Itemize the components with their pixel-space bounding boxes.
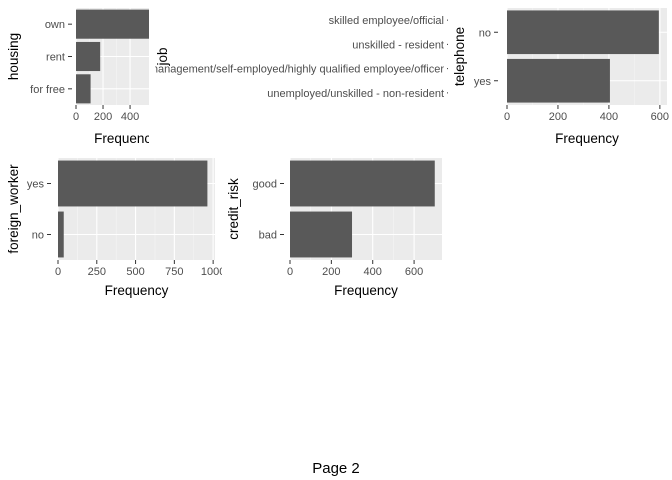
credit-risk-x-axis-title: Frequency bbox=[334, 283, 398, 298]
foreign-worker-x-tick-label: 250 bbox=[88, 266, 106, 278]
housing-bar-for-free bbox=[76, 74, 91, 104]
telephone-bar-yes bbox=[507, 58, 610, 103]
credit-risk-bar-bad bbox=[290, 211, 353, 258]
telephone-y-axis-title: telephone bbox=[452, 27, 467, 86]
telephone-x-tick-label: 600 bbox=[651, 111, 669, 123]
foreign-worker-x-tick-label: 500 bbox=[126, 266, 144, 278]
telephone-x-tick-label: 200 bbox=[549, 111, 567, 123]
credit-risk-chart-svg: good bad 0 200 400 600 Frequency credit_risk bbox=[226, 158, 442, 298]
chart-credit-risk: good bad 0 200 400 600 Frequency credit_risk bbox=[226, 150, 448, 302]
housing-y-tick-label: rent bbox=[46, 52, 65, 64]
housing-x-tick-label: 400 bbox=[121, 111, 139, 123]
job-y-tick-label: unskilled - resident bbox=[352, 39, 444, 51]
foreign-worker-x-tick-label: 1000 bbox=[201, 266, 222, 278]
housing-y-tick-label: own bbox=[45, 19, 65, 31]
foreign-worker-x-tick-label: 750 bbox=[165, 266, 183, 278]
credit-risk-x-tick-label: 0 bbox=[287, 266, 293, 278]
job-y-axis-title: job bbox=[155, 47, 170, 66]
telephone-y-tick-label: yes bbox=[474, 76, 492, 88]
housing-x-tick-label: 0 bbox=[73, 111, 79, 123]
foreign-worker-y-tick-label: no bbox=[32, 230, 44, 242]
foreign-worker-y-axis-title: foreign_worker bbox=[6, 164, 21, 254]
housing-x-tick-label: 200 bbox=[94, 111, 112, 123]
housing-y-axis-title: housing bbox=[6, 33, 21, 80]
chart-telephone: no yes 0 200 400 600 Frequency telephone bbox=[452, 0, 672, 150]
credit-risk-y-axis-title: credit_risk bbox=[226, 178, 241, 240]
credit-risk-y-tick-label: bad bbox=[259, 230, 277, 242]
job-chart-svg: skilled employee/official unskilled - res… bbox=[155, 15, 448, 100]
job-y-tick-label: management/self-employed/highly qualifie… bbox=[155, 64, 444, 76]
telephone-x-tick-label: 0 bbox=[504, 111, 510, 123]
credit-risk-x-tick-label: 200 bbox=[322, 266, 340, 278]
telephone-x-tick-label: 400 bbox=[600, 111, 618, 123]
housing-bar-rent bbox=[76, 41, 101, 72]
housing-y-tick-label: for free bbox=[30, 84, 65, 96]
foreign-worker-x-axis-title: Frequency bbox=[105, 283, 169, 298]
credit-risk-x-tick-label: 400 bbox=[364, 266, 382, 278]
telephone-bar-no bbox=[507, 10, 659, 55]
housing-x-axis-title: Frequency bbox=[94, 131, 149, 146]
chart-foreign-worker: yes no 0 250 500 750 1000 Frequency foreign_work… bbox=[0, 150, 222, 302]
foreign-worker-x-tick-label: 0 bbox=[55, 266, 61, 278]
job-y-tick-label: skilled employee/official bbox=[329, 15, 444, 27]
credit-risk-bar-good bbox=[290, 160, 435, 207]
chart-job: skilled employee/official unskilled - res… bbox=[155, 0, 448, 150]
job-y-tick-label: unemployed/unskilled - non-resident bbox=[267, 88, 444, 100]
foreign-worker-y-tick-label: yes bbox=[27, 179, 45, 191]
foreign-worker-chart-svg: yes no 0 250 500 750 1000 Frequency foreign_work… bbox=[6, 158, 222, 298]
foreign-worker-bar-no bbox=[58, 211, 64, 258]
foreign-worker-bar-yes bbox=[58, 160, 208, 207]
chart-housing: own rent for free 0 200 400 Frequency housing bbox=[0, 0, 149, 150]
telephone-chart-svg: no yes 0 200 400 600 Frequency telephone bbox=[452, 8, 669, 146]
housing-chart-svg: own rent for free 0 200 400 Frequency housing bbox=[6, 8, 149, 146]
page-number: Page 2 bbox=[312, 460, 360, 477]
credit-risk-x-tick-label: 600 bbox=[405, 266, 423, 278]
housing-bar-own bbox=[76, 9, 149, 39]
credit-risk-y-tick-label: good bbox=[253, 179, 277, 191]
telephone-x-axis-title: Frequency bbox=[555, 131, 619, 146]
telephone-y-tick-label: no bbox=[479, 27, 491, 39]
